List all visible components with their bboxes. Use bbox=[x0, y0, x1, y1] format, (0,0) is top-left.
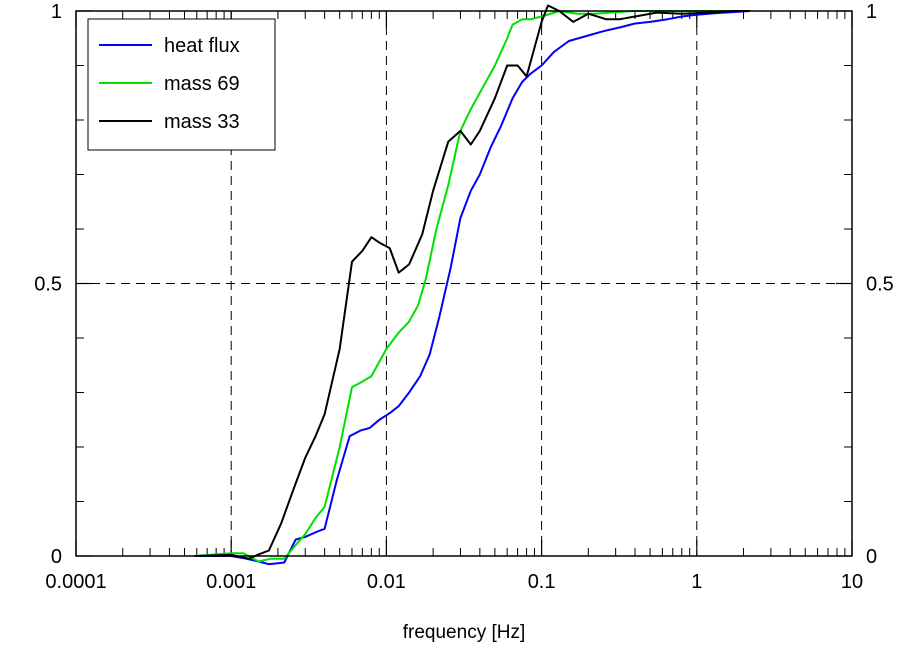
y-tick-label: 1 bbox=[51, 1, 62, 23]
plot-frame bbox=[75, 10, 853, 557]
y-tick-label-right: 1 bbox=[866, 1, 877, 23]
data-series bbox=[194, 4, 750, 566]
minor-ticks bbox=[76, 11, 852, 556]
y-tick-label: 0 bbox=[51, 546, 62, 568]
y-tick-label-right: 0 bbox=[866, 546, 877, 568]
x-axis-label: frequency [Hz] bbox=[403, 622, 526, 643]
legend-items: heat flux mass 69 mass 33 bbox=[99, 35, 240, 133]
x-tick-label: 1 bbox=[691, 571, 702, 593]
y-tick-label-right: 0.5 bbox=[866, 274, 894, 296]
series-line-heat-flux bbox=[194, 10, 750, 566]
series-line-mass-69 bbox=[194, 10, 750, 563]
y-tick-label: 0.5 bbox=[34, 274, 62, 296]
x-tick-label: 0.001 bbox=[206, 571, 256, 593]
legend: heat flux mass 69 mass 33 bbox=[87, 18, 276, 151]
tick-labels: 0.0001 0.001 0.01 0.1 1 100 00.5 0.51 1 bbox=[34, 1, 894, 593]
x-tick-label: 0.01 bbox=[367, 571, 406, 593]
legend-label: mass 33 bbox=[164, 111, 240, 133]
x-tick-label: 10 bbox=[841, 571, 863, 593]
series-line-mass-33 bbox=[194, 4, 750, 560]
x-tick-label: 0.0001 bbox=[45, 571, 106, 593]
legend-box bbox=[87, 18, 276, 151]
x-tick-label: 0.1 bbox=[528, 571, 556, 593]
legend-label: heat flux bbox=[164, 35, 240, 57]
legend-label: mass 69 bbox=[164, 73, 240, 95]
